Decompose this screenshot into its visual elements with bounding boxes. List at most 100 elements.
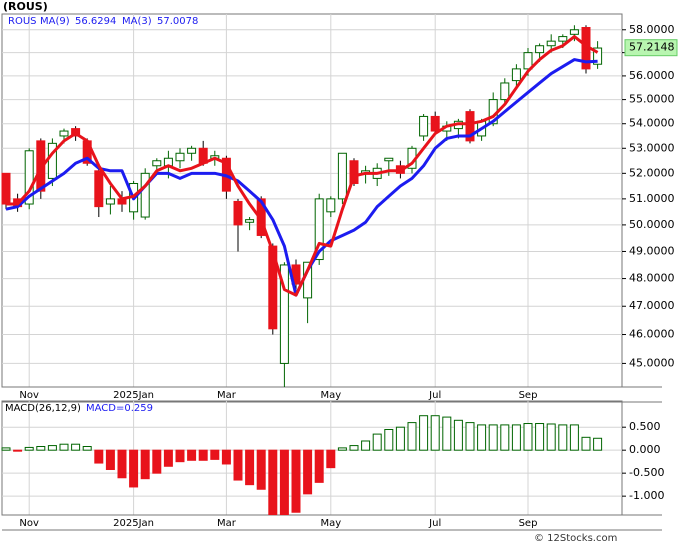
candle-body: [59, 130, 69, 137]
y-tick-label: -0.500: [629, 466, 664, 479]
macd-bar: [442, 416, 452, 451]
macd-bar: [105, 449, 115, 470]
y-tick-label: 46.0000: [629, 328, 675, 341]
macd-bar: [129, 449, 139, 488]
watermark: © 12Stocks.com: [534, 533, 617, 544]
candle-body: [500, 82, 510, 101]
x-tick-label: May: [320, 390, 341, 401]
x-tick-label: Sep: [519, 518, 538, 529]
macd-bar: [163, 449, 173, 467]
y-tick-label: 49.0000: [629, 244, 675, 257]
y-tick-label: 45.0000: [629, 356, 675, 369]
macd-bar: [488, 424, 498, 451]
legend-text: 56.6294: [75, 16, 116, 27]
macd-bar: [71, 443, 81, 451]
macd-bar: [268, 449, 278, 516]
macd-bar: [187, 449, 197, 461]
macd-bar: [140, 449, 150, 480]
candle-body: [419, 115, 429, 137]
y-tick-label: 58.0000: [629, 23, 675, 36]
macd-bar: [326, 449, 336, 469]
macd-bar: [337, 447, 347, 451]
chart-title: (ROUS): [3, 0, 48, 13]
candle-body: [152, 160, 162, 167]
y-tick-label: 50.0000: [629, 218, 675, 231]
legend-text: ROUS: [8, 16, 37, 27]
candle-body: [546, 40, 556, 47]
candle-body: [187, 147, 197, 154]
legend-text: MA(9): [40, 16, 70, 27]
candle-body: [175, 152, 185, 162]
macd-bar: [558, 424, 568, 451]
x-tick-label: Nov: [19, 390, 39, 401]
candle-body: [24, 150, 34, 205]
x-tick-label: Mar: [217, 518, 237, 529]
macd-bar: [59, 443, 69, 451]
candle-body: [1, 172, 11, 205]
macd-bar: [245, 449, 255, 486]
macd-bar: [314, 449, 324, 483]
candle-body: [326, 198, 336, 213]
macd-bar: [152, 449, 162, 474]
macd-bar: [546, 423, 556, 451]
x-tick-label: Nov: [19, 518, 39, 529]
macd-value: MACD=0.259: [86, 403, 153, 414]
macd-bar: [13, 449, 23, 452]
macd-bar: [500, 424, 510, 451]
candle-body: [245, 219, 255, 223]
candle-body: [465, 111, 475, 142]
macd-bar: [221, 449, 231, 465]
macd-bar: [47, 445, 57, 451]
candle-body: [535, 45, 545, 54]
macd-bar: [523, 423, 533, 451]
macd-bar: [279, 449, 289, 516]
candle-body: [523, 52, 533, 70]
macd-bar: [256, 449, 266, 490]
y-tick-label: 51.0000: [629, 192, 675, 205]
macd-bar: [569, 424, 579, 451]
x-tick-label: Mar: [217, 390, 237, 401]
y-tick-label: 0.000: [629, 443, 661, 456]
candle-body: [384, 157, 394, 162]
macd-bar: [477, 424, 487, 451]
macd-bar: [395, 426, 405, 451]
macd-bar: [291, 449, 301, 513]
macd-bar: [453, 419, 463, 451]
x-tick-label: 2025Jan: [113, 518, 154, 529]
macd-bar: [82, 446, 92, 451]
legend-text: MA(3): [122, 16, 152, 27]
y-tick-label: 48.0000: [629, 272, 675, 285]
macd-bar: [384, 429, 394, 451]
candle-body: [511, 68, 521, 82]
candle-body: [569, 29, 579, 35]
candle-body: [233, 200, 243, 226]
macd-bar: [24, 446, 34, 451]
macd-bar: [210, 449, 220, 460]
candle-body: [558, 36, 568, 42]
candle-body: [279, 264, 289, 364]
candle-body: [593, 47, 603, 65]
last-price-box: [624, 39, 678, 57]
y-tick-label: 47.0000: [629, 299, 675, 312]
macd-bar: [535, 423, 545, 451]
candle-body: [337, 152, 347, 200]
candle-body: [430, 115, 440, 132]
macd-bar: [511, 424, 521, 451]
x-tick-label: Sep: [519, 390, 538, 401]
candle-body: [268, 245, 278, 330]
y-tick-label: 52.0000: [629, 166, 675, 179]
macd-bar: [1, 447, 11, 451]
candle-body: [105, 198, 115, 205]
x-tick-label: Jul: [428, 390, 441, 401]
y-tick-label: 53.0000: [629, 141, 675, 154]
macd-bar: [175, 449, 185, 463]
candle-body: [314, 198, 324, 261]
y-tick-label: 0.500: [629, 420, 661, 433]
y-tick-label: -1.000: [629, 489, 664, 502]
macd-bar: [581, 436, 591, 451]
y-tick-label: 56.0000: [629, 69, 675, 82]
macd-bar: [303, 449, 313, 495]
macd-bar: [361, 440, 371, 451]
